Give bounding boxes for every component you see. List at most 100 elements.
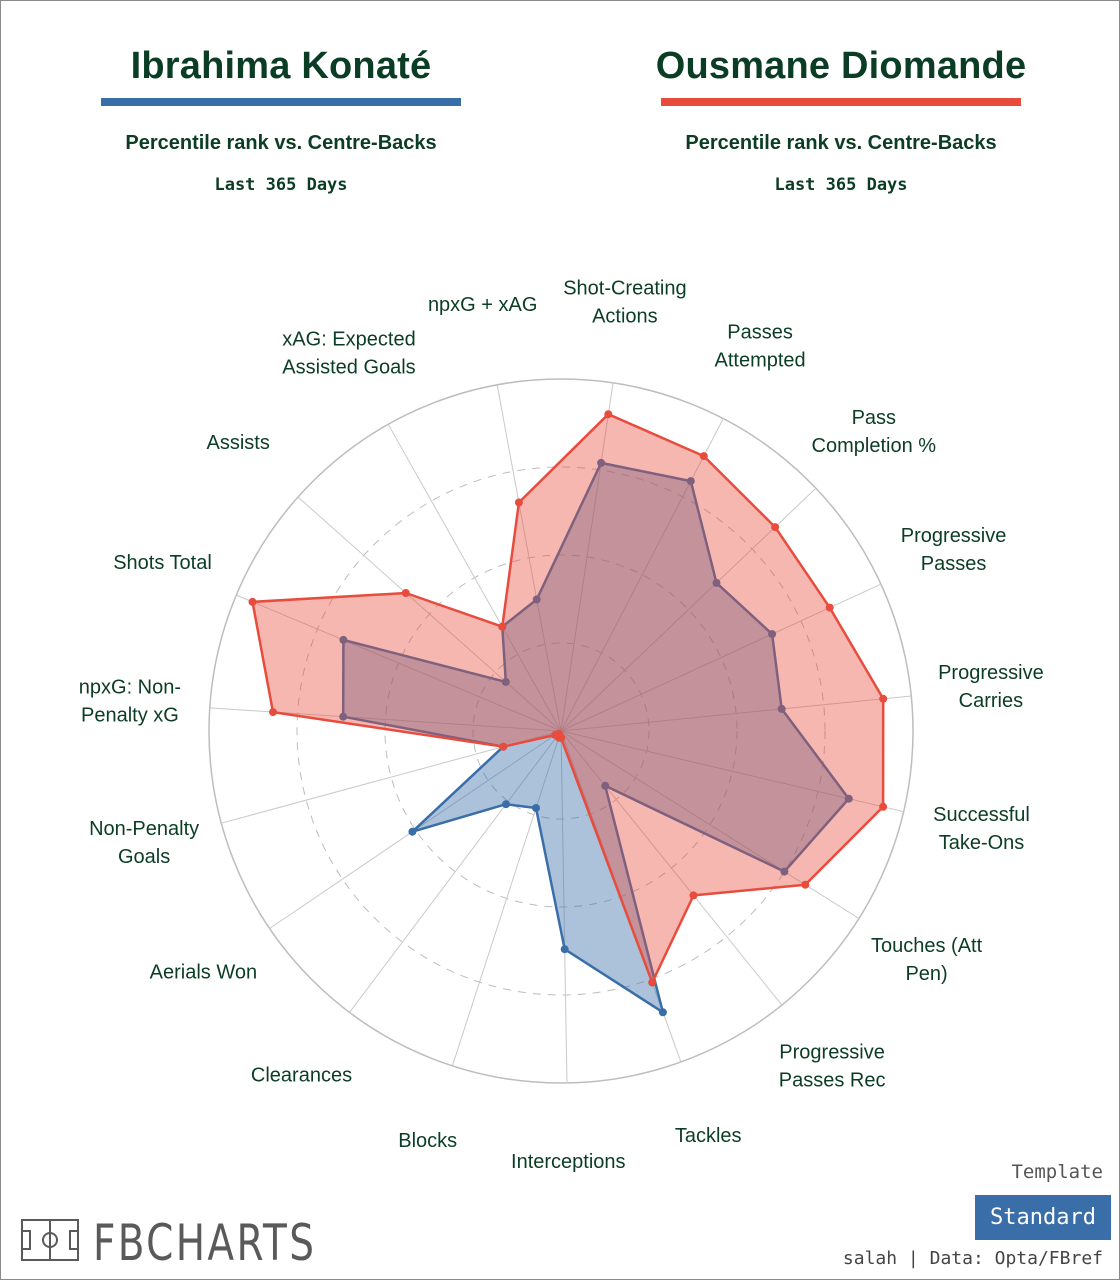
radar-data-point — [771, 523, 780, 532]
axis-label: Interceptions — [511, 1151, 626, 1173]
radar-spoke — [560, 418, 724, 732]
axis-label-line: Passes Rec — [779, 1070, 886, 1092]
radar-data-point — [499, 742, 508, 751]
axis-label: Clearances — [251, 1065, 352, 1087]
axis-label: Non-Penalty Goals — [89, 818, 199, 868]
radar-data-point — [648, 978, 657, 987]
radar-ring — [472, 642, 650, 820]
radar-data-point — [825, 603, 834, 612]
axis-label: Aerials Won — [150, 962, 257, 984]
axis-label-line: Successful — [933, 804, 1030, 826]
radar-spoke — [349, 730, 562, 1013]
radar-data-point — [801, 880, 810, 889]
radar-ring — [384, 554, 738, 908]
axis-label-line: Aerials Won — [150, 962, 257, 984]
fbcharts-wordmark: FBCHARTS — [93, 1214, 317, 1272]
radar-data-point — [248, 597, 257, 606]
radar-data-point — [780, 867, 789, 876]
player-b-underline — [661, 98, 1021, 106]
radar-data-point — [498, 622, 507, 631]
axis-label-line: Interceptions — [511, 1151, 626, 1173]
player-a-subtitle: Percentile rank vs. Centre-Backs — [125, 132, 437, 154]
radar-series — [248, 410, 888, 1017]
axis-label-line: Assists — [207, 432, 270, 454]
axis-label-line: Attempted — [715, 350, 806, 372]
radar-data-point — [699, 452, 708, 461]
axis-label-line: Completion % — [812, 435, 937, 457]
axis-label: Successful Take-Ons — [933, 804, 1030, 854]
player-a-period: Last 365 Days — [214, 175, 348, 195]
radar-data-point — [408, 827, 417, 836]
axis-label-line: Touches (Att — [871, 935, 983, 957]
radar-data-point — [551, 731, 560, 739]
axis-label: Shots Total — [113, 552, 212, 574]
axis-label: Passes Attempted — [715, 322, 806, 372]
radar-spoke — [236, 594, 562, 732]
axis-label-line: Carries — [959, 690, 1023, 712]
radar-data-point — [339, 712, 348, 721]
template-selector-button[interactable]: Standard — [975, 1195, 1111, 1240]
player-a-underline — [101, 98, 461, 106]
radar-data-point — [777, 704, 786, 713]
radar-ring — [296, 466, 826, 996]
radar-spoke — [560, 730, 860, 919]
player-a-name: Ibrahima Konaté — [130, 45, 432, 87]
axis-label-line: Shot-Creating — [563, 278, 686, 300]
radar-data-point — [501, 677, 510, 686]
radar-data-point — [879, 694, 888, 703]
radar-series-area — [341, 461, 851, 1014]
radar-data-point — [712, 578, 721, 587]
radar-data-point — [601, 781, 610, 790]
radar-spoke — [387, 424, 562, 732]
radar-data-point — [401, 589, 410, 597]
axis-label-line: Passes — [921, 553, 987, 575]
radar-spoke — [496, 384, 562, 732]
axis-label: Progressive Passes — [901, 525, 1007, 575]
axis-label-line: Goals — [118, 846, 170, 868]
radar-spoke — [560, 382, 614, 732]
axis-label: Pass Completion % — [812, 407, 937, 457]
axis-label-line: Blocks — [398, 1130, 457, 1152]
radar-series-2 — [248, 410, 888, 987]
axis-label-line: Progressive — [779, 1042, 885, 1064]
radar-data-point — [686, 477, 695, 486]
radar-spoke — [560, 730, 568, 1083]
radar-data-point — [597, 458, 606, 467]
radar-data-point — [768, 630, 777, 639]
axis-label-line: npxG + xAG — [428, 294, 538, 316]
axis-label-line: Progressive — [901, 525, 1007, 547]
axis-label-line: Shots Total — [113, 552, 212, 574]
axis-label-line: Tackles — [675, 1125, 742, 1147]
radar-data-point — [658, 1008, 667, 1017]
axis-label: Touches (Att Pen) — [871, 935, 983, 985]
radar-spoke — [297, 496, 562, 732]
radar-outer-ring — [208, 378, 914, 1084]
radar-data-point — [689, 891, 698, 900]
data-credit: salah | Data: Opta/FBref — [842, 1248, 1103, 1269]
radar-spoke — [560, 730, 783, 1006]
radar-spoke — [560, 695, 912, 732]
axis-label-line: Passes — [727, 322, 793, 344]
axis-label-line: Actions — [592, 306, 658, 328]
radar-data-point — [339, 635, 348, 644]
axis-label: npxG: Non- Penalty xG — [79, 677, 181, 727]
radar-spoke — [451, 730, 562, 1066]
radar-data-point — [532, 804, 540, 812]
radar-data-point — [604, 410, 613, 419]
axis-label: Assists — [207, 432, 270, 454]
axis-label: Tackles — [675, 1125, 742, 1147]
player-b-subtitle: Percentile rank vs. Centre-Backs — [685, 132, 997, 154]
radar-data-point — [502, 800, 510, 809]
axis-label-line: Non-Penalty — [89, 818, 199, 840]
radar-axis-labels: Shot-Creating Actions Passes Attempted Pass C… — [79, 278, 1044, 1173]
axis-label-line: Clearances — [251, 1065, 352, 1087]
player-b-period: Last 365 Days — [774, 175, 908, 195]
radar-data-point — [514, 498, 523, 507]
radar-data-point — [879, 802, 888, 811]
axis-label-line: Progressive — [938, 662, 1044, 684]
axis-label: xAG: Expected Assisted Goals — [282, 329, 415, 379]
axis-label-line: Take-Ons — [939, 832, 1025, 854]
axis-label: Progressive Carries — [938, 662, 1044, 712]
axis-label-line: xAG: Expected — [282, 329, 415, 351]
